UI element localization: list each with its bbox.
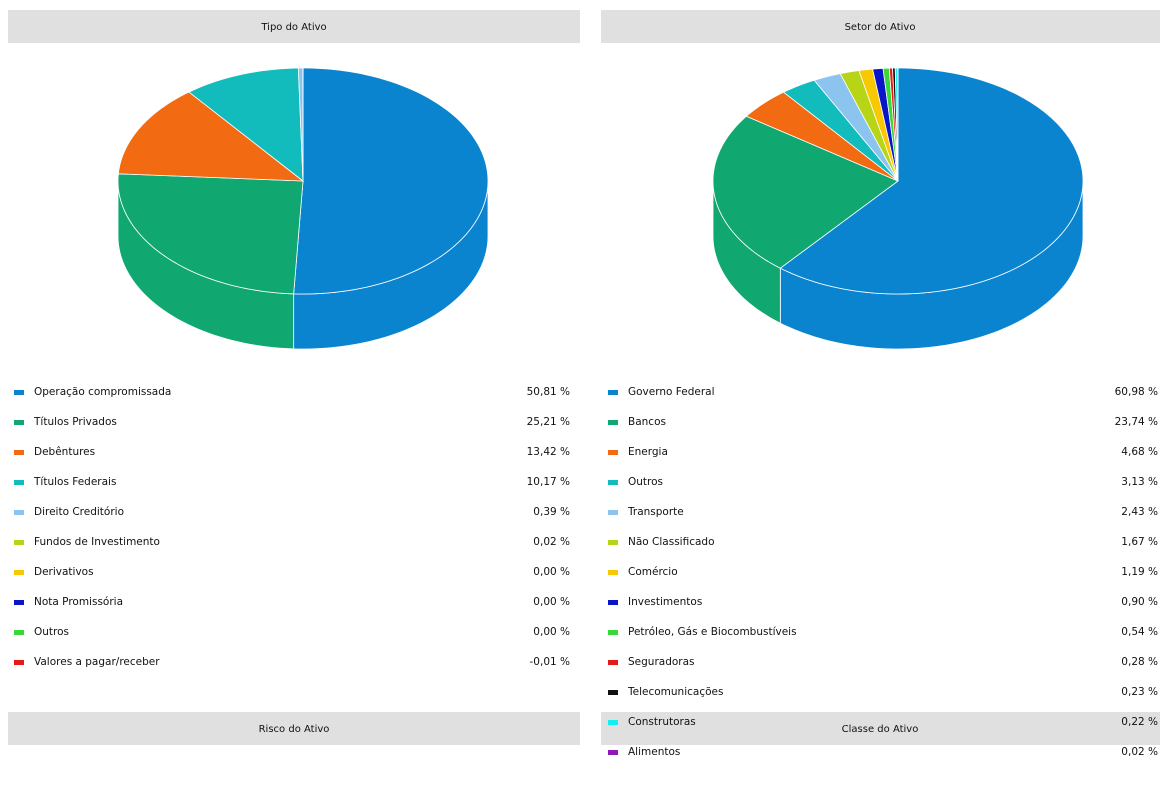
legend-label: Nota Promissória — [34, 596, 123, 608]
value-label: 0,00 % — [533, 566, 570, 578]
legend-swatch — [608, 600, 618, 605]
legend-label: Derivativos — [34, 566, 94, 578]
legend-label: Energia — [628, 446, 668, 458]
legend-swatch — [14, 630, 24, 635]
section-title: Classe do Ativo — [842, 724, 919, 735]
value-label: 0,02 % — [533, 536, 570, 548]
legend-swatch — [608, 630, 618, 635]
legend-swatch — [608, 720, 618, 725]
chart-title: Setor do Ativo — [845, 22, 916, 33]
value-label: 60,98 % — [1115, 386, 1158, 398]
chart-title: Tipo do Ativo — [260, 22, 326, 33]
legend-label: Telecomunicações — [627, 686, 723, 698]
legend-swatch — [14, 510, 24, 515]
value-label: 50,81 % — [527, 386, 570, 398]
legend-swatch — [14, 420, 24, 425]
value-label: 13,42 % — [527, 446, 570, 458]
legend-swatch — [14, 540, 24, 545]
value-label: 25,21 % — [527, 416, 570, 428]
legend-label: Alimentos — [628, 746, 680, 758]
legend-swatch — [608, 540, 618, 545]
legend-label: Valores a pagar/receber — [34, 656, 160, 668]
value-label: 3,13 % — [1121, 476, 1158, 488]
legend-label: Operação compromissada — [34, 386, 171, 398]
legend-label: Seguradoras — [628, 656, 695, 668]
value-label: 0,02 % — [1121, 746, 1158, 758]
value-label: 0,54 % — [1121, 626, 1158, 638]
legend-label: Petróleo, Gás e Biocombustíveis — [628, 626, 797, 638]
legend-swatch — [14, 480, 24, 485]
legend-label: Outros — [628, 476, 663, 488]
legend-swatch — [608, 570, 618, 575]
section-title: Risco do Ativo — [259, 724, 330, 735]
legend-swatch — [608, 450, 618, 455]
value-label: 0,00 % — [533, 626, 570, 638]
legend-label: Direito Creditório — [34, 506, 124, 518]
legend-label: Governo Federal — [628, 386, 715, 398]
value-label: 0,39 % — [533, 506, 570, 518]
legend-swatch — [14, 570, 24, 575]
value-label: 23,74 % — [1115, 416, 1158, 428]
legend-swatch — [608, 660, 618, 665]
legend-label: Títulos Privados — [33, 416, 117, 428]
legend-label: Títulos Federais — [33, 476, 116, 488]
value-label: 4,68 % — [1121, 446, 1158, 458]
legend-swatch — [14, 450, 24, 455]
value-label: 0,23 % — [1121, 686, 1158, 698]
legend-swatch — [608, 390, 618, 395]
legend-label: Debêntures — [34, 446, 95, 458]
legend-swatch — [14, 660, 24, 665]
legend-label: Comércio — [628, 566, 678, 578]
legend-label: Construtoras — [628, 716, 696, 728]
legend-label: Não Classificado — [628, 536, 715, 548]
value-label: 0,28 % — [1121, 656, 1158, 668]
legend-swatch — [608, 420, 618, 425]
legend-label: Investimentos — [628, 596, 702, 608]
value-label: 1,19 % — [1121, 566, 1158, 578]
legend-label: Fundos de Investimento — [34, 536, 160, 548]
value-label: -0,01 % — [530, 656, 571, 668]
legend-swatch — [608, 690, 618, 695]
value-label: 1,67 % — [1121, 536, 1158, 548]
legend-label: Outros — [34, 626, 69, 638]
legend-swatch — [608, 480, 618, 485]
legend-label: Transporte — [627, 506, 684, 518]
value-label: 2,43 % — [1121, 506, 1158, 518]
value-label: 0,22 % — [1121, 716, 1158, 728]
legend-swatch — [608, 510, 618, 515]
legend-label: Bancos — [628, 416, 666, 428]
legend-swatch — [608, 750, 618, 755]
legend-swatch — [14, 600, 24, 605]
value-label: 10,17 % — [527, 476, 570, 488]
value-label: 0,90 % — [1121, 596, 1158, 608]
legend-swatch — [14, 390, 24, 395]
value-label: 0,00 % — [533, 596, 570, 608]
